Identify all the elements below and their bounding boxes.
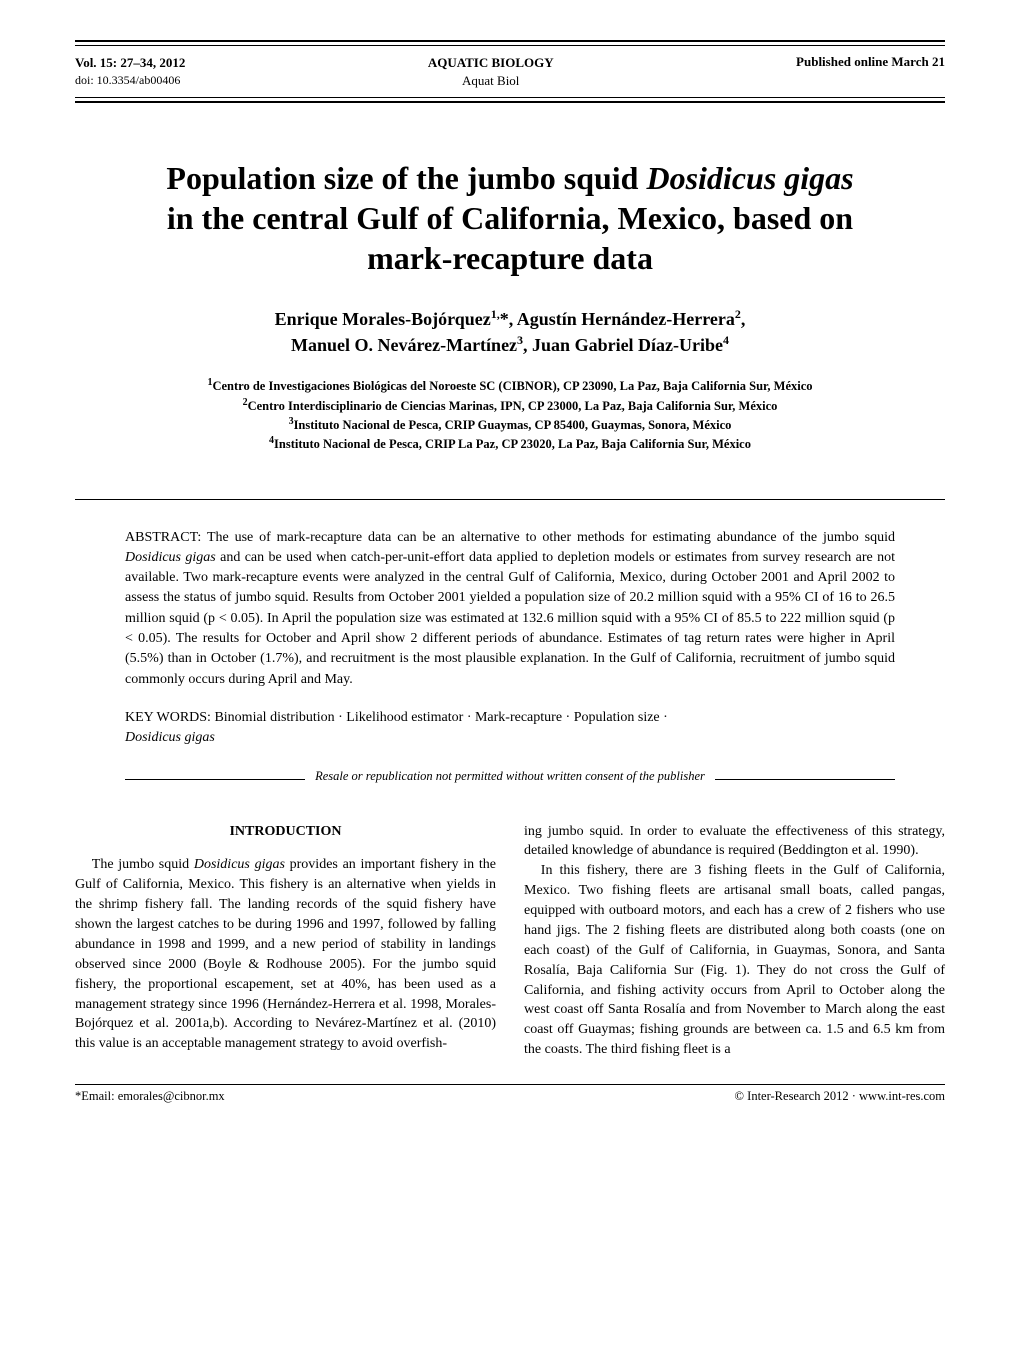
author-3: Manuel O. Nevárez-Martínez — [291, 335, 517, 355]
footer-copyright: © Inter-Research 2012 · www.int-res.com — [735, 1089, 945, 1104]
author-1-sup: 1, — [491, 307, 500, 321]
author-2-comma: , — [741, 309, 746, 329]
author-1-star: * — [500, 309, 509, 329]
journal-full: AQUATIC BIOLOGY — [428, 54, 554, 72]
keywords-block: KEY WORDS: Binomial distribution · Likel… — [75, 708, 945, 749]
keywords-species: Dosidicus gigas — [125, 730, 215, 745]
doi-line: doi: 10.3354/ab00406 — [75, 72, 185, 88]
resale-bar-right — [715, 779, 895, 780]
author-1: Enrique Morales-Bojórquez — [275, 309, 491, 329]
resale-bar-left — [125, 779, 305, 780]
title-species: Dosidicus gigas — [646, 160, 853, 196]
article-title: Population size of the jumbo squid Dosid… — [75, 158, 945, 278]
intro-para-1: The jumbo squid Dosidicus gigas provides… — [75, 855, 496, 1054]
authors-block: Enrique Morales-Bojórquez1,*, Agustín He… — [75, 306, 945, 358]
intro-p1-pre: The jumbo squid — [92, 857, 194, 872]
aff-2: Centro Interdisciplinario de Ciencias Ma… — [248, 399, 778, 413]
published-online: Published online March 21 — [796, 54, 945, 70]
header-left: Vol. 15: 27–34, 2012 doi: 10.3354/ab0040… — [75, 54, 185, 88]
abstract-post: and can be used when catch-per-unit-effo… — [125, 550, 895, 687]
footer-email: *Email: emorales@cibnor.mx — [75, 1089, 225, 1104]
divider-top — [75, 499, 945, 500]
column-right: ing jumbo squid. In order to evaluate th… — [524, 822, 945, 1061]
keywords-text: Binomial distribution · Likelihood estim… — [214, 710, 667, 725]
author-2: , Agustín Hernández-Herrera — [509, 309, 735, 329]
header-bottom-rule — [75, 97, 945, 103]
resale-text: Resale or republication not permitted wi… — [315, 769, 705, 784]
author-4: , Juan Gabriel Díaz-Uribe — [523, 335, 723, 355]
intro-para-2: In this fishery, there are 3 fishing fle… — [524, 861, 945, 1060]
header-right: Published online March 21 — [796, 54, 945, 70]
aff-3: Instituto Nacional de Pesca, CRIP Guayma… — [294, 418, 732, 432]
resale-line: Resale or republication not permitted wi… — [75, 769, 945, 790]
intro-p1-post: provides an important fishery in the Gul… — [75, 857, 496, 1051]
abstract-block: ABSTRACT: The use of mark-recapture data… — [75, 528, 945, 690]
footer-row: *Email: emorales@cibnor.mx © Inter-Resea… — [75, 1085, 945, 1104]
volume-line: Vol. 15: 27–34, 2012 — [75, 54, 185, 72]
introduction-heading: INTRODUCTION — [75, 822, 496, 842]
column-left: INTRODUCTION The jumbo squid Dosidicus g… — [75, 822, 496, 1061]
title-line3: mark-recapture data — [367, 240, 653, 276]
keywords-label: KEY WORDS: — [125, 710, 214, 725]
header-center: AQUATIC BIOLOGY Aquat Biol — [428, 54, 554, 89]
abstract-label: ABSTRACT: — [125, 530, 207, 545]
aff-4: Instituto Nacional de Pesca, CRIP La Paz… — [274, 437, 751, 451]
body-columns: INTRODUCTION The jumbo squid Dosidicus g… — [75, 822, 945, 1061]
abstract-species: Dosidicus gigas — [125, 550, 216, 565]
header-top-rule — [75, 40, 945, 46]
author-4-sup: 4 — [723, 333, 729, 347]
journal-short: Aquat Biol — [428, 72, 554, 90]
title-line2: in the central Gulf of California, Mexic… — [167, 200, 853, 236]
title-line1-pre: Population size of the jumbo squid — [166, 160, 646, 196]
intro-p1-species: Dosidicus gigas — [194, 857, 285, 872]
aff-1: Centro de Investigaciones Biológicas del… — [212, 380, 812, 394]
intro-para-1-cont: ing jumbo squid. In order to evaluate th… — [524, 822, 945, 862]
affiliations-block: 1Centro de Investigaciones Biológicas de… — [75, 376, 945, 453]
abstract-pre: The use of mark-recapture data can be an… — [207, 530, 895, 545]
header-row: Vol. 15: 27–34, 2012 doi: 10.3354/ab0040… — [75, 48, 945, 95]
